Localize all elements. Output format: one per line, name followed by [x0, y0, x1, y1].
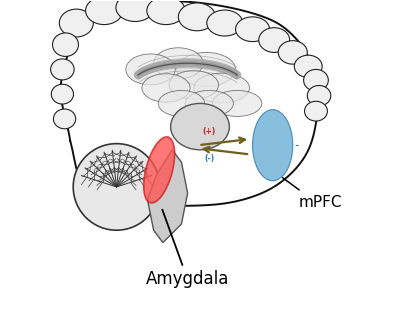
- Ellipse shape: [54, 109, 76, 129]
- Text: Amygdala: Amygdala: [146, 210, 229, 288]
- Ellipse shape: [154, 48, 203, 79]
- Ellipse shape: [51, 84, 74, 104]
- Polygon shape: [148, 150, 188, 243]
- Ellipse shape: [304, 69, 328, 91]
- Ellipse shape: [171, 104, 229, 150]
- Polygon shape: [61, 1, 318, 206]
- Ellipse shape: [73, 144, 160, 230]
- Text: (-): (-): [205, 154, 215, 163]
- Ellipse shape: [147, 0, 185, 25]
- Text: -: -: [294, 139, 299, 152]
- Ellipse shape: [194, 73, 250, 103]
- Ellipse shape: [142, 74, 190, 102]
- Ellipse shape: [86, 0, 123, 25]
- Ellipse shape: [51, 59, 74, 80]
- Ellipse shape: [144, 137, 175, 203]
- Ellipse shape: [307, 85, 331, 106]
- Ellipse shape: [212, 90, 262, 116]
- Ellipse shape: [236, 17, 270, 41]
- Ellipse shape: [126, 54, 175, 85]
- Ellipse shape: [278, 41, 307, 64]
- Text: mPFC: mPFC: [299, 195, 342, 210]
- Ellipse shape: [304, 101, 327, 121]
- Ellipse shape: [116, 0, 154, 22]
- Ellipse shape: [185, 90, 233, 116]
- Text: (+): (+): [202, 127, 216, 136]
- Ellipse shape: [259, 28, 290, 52]
- Ellipse shape: [52, 33, 78, 56]
- Ellipse shape: [207, 10, 243, 36]
- Ellipse shape: [169, 71, 218, 99]
- Ellipse shape: [252, 110, 293, 181]
- Ellipse shape: [158, 90, 205, 116]
- Ellipse shape: [294, 55, 322, 77]
- Ellipse shape: [59, 9, 93, 37]
- Ellipse shape: [177, 52, 236, 86]
- Ellipse shape: [178, 3, 216, 31]
